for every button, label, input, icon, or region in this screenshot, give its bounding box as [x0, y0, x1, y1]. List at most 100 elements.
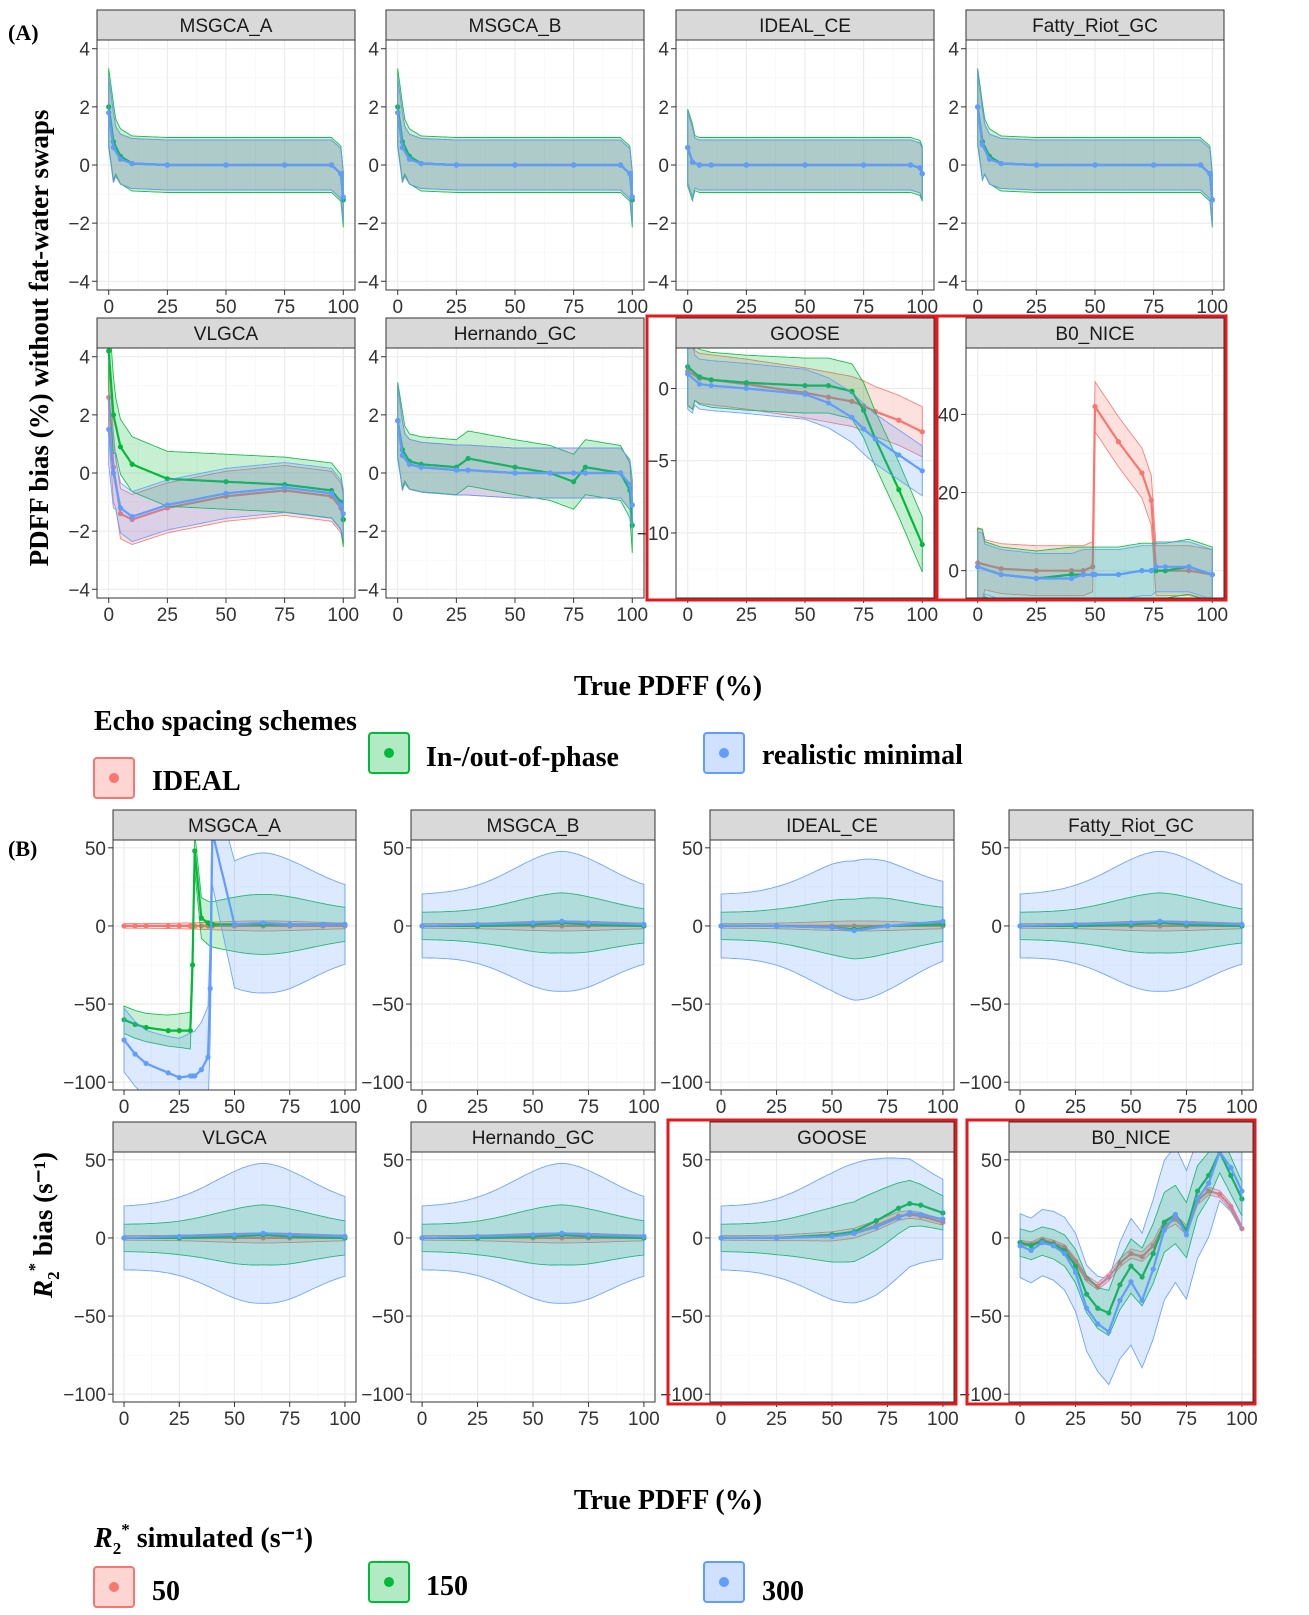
- x-tick-label-b-msgca-b: 25: [467, 1097, 488, 1118]
- x-tick-label-a-ideal-ce: 75: [853, 297, 874, 318]
- point-a-fatty-riot-gc-realistic-minimal: [1033, 162, 1039, 168]
- point-b-msgca-a-50: [176, 923, 182, 929]
- point-a-fatty-riot-gc-realistic-minimal: [1151, 162, 1157, 168]
- point-b-b0-nice-300: [1028, 1247, 1034, 1254]
- r2-superscript: *: [25, 1263, 44, 1272]
- grid-a-vlgca: [97, 348, 355, 598]
- x-tick-label-a-fatty-riot-gc: 25: [1026, 297, 1047, 318]
- point-a-msgca-a-realistic-minimal: [338, 171, 344, 177]
- legend-a-item-realistic: realistic minimal: [703, 732, 963, 774]
- point-b-msgca-a-50: [121, 923, 127, 929]
- strip-b-msgca-b: [410, 809, 656, 841]
- point-b-fatty-riot-gc-300: [1183, 920, 1190, 926]
- point-a-msgca-b-realistic-minimal: [395, 110, 401, 116]
- r2-bias-rest: bias (s⁻¹): [28, 1152, 58, 1263]
- x-tick-label-b-vlgca: 50: [224, 1409, 245, 1430]
- point-b-goose-300: [718, 1235, 724, 1241]
- point-a-msgca-b-realistic-minimal: [406, 156, 413, 162]
- y-tick-label-b-hernando-gc: −100: [361, 1385, 404, 1406]
- x-tick-label-b-vlgca: 75: [279, 1409, 300, 1430]
- y-tick-label-b-msgca-a: −50: [74, 995, 106, 1016]
- y-tick-label-b-b0-nice: 0: [991, 1229, 1002, 1250]
- x-tick-label-b-b0-nice: 100: [1226, 1409, 1258, 1430]
- strip-a-ideal-ce: [675, 9, 935, 41]
- x-tick-label-a-msgca-a: 25: [157, 297, 178, 318]
- facet-a-ideal-ce: IDEAL_CE 0 25 50 75 100 −4 −2 0 2 4: [647, 9, 938, 318]
- point-b-msgca-a-300: [260, 920, 266, 926]
- x-tick-label-a-fatty-riot-gc: 75: [1143, 297, 1164, 318]
- x-tick-label-b-ideal-ce: 100: [927, 1097, 959, 1118]
- point-b-msgca-a-300: [205, 1054, 211, 1060]
- point-a-b0-nice-ideal: [998, 566, 1004, 572]
- point-a-ideal-ce-realistic-minimal: [689, 159, 696, 165]
- point-b-b0-nice-150: [1106, 1310, 1112, 1316]
- point-a-msgca-a-realistic-minimal: [328, 162, 335, 168]
- grid-b-vlgca: [113, 1152, 356, 1402]
- x-tick-label-b-msgca-a: 100: [329, 1097, 361, 1118]
- point-a-vlgca-realistic-minimal: [164, 502, 170, 508]
- panel-a-x-axis-label: True PDFF (%): [574, 671, 762, 702]
- y-tick-label-a-b0-nice: 40: [938, 405, 959, 426]
- x-tick-label-a-hernando-gc: 25: [446, 605, 467, 626]
- ribbon-a-goose-realistic-minimal: [687, 348, 923, 497]
- y-tick-label-b-msgca-b: 0: [393, 917, 404, 938]
- point-a-ideal-ce-realistic-minimal: [802, 162, 808, 168]
- point-b-fatty-riot-gc-300: [1128, 920, 1134, 926]
- strip-b-vlgca: [112, 1121, 357, 1153]
- ribbon-b-goose-300: [720, 1157, 944, 1304]
- x-tick-label-b-msgca-a: 75: [279, 1097, 300, 1118]
- series-group-b-vlgca: [121, 1162, 348, 1304]
- y-tick-label-a-ideal-ce: −2: [647, 214, 669, 235]
- point-a-b0-nice-realistic-minimal: [1186, 564, 1192, 570]
- point-a-hernando-gc-realistic-minimal: [629, 502, 635, 508]
- point-a-goose-in-out-of-phase: [708, 377, 714, 383]
- point-a-b0-nice-in-out-of-phase: [1068, 571, 1075, 578]
- x-tick-label-b-ideal-ce: 50: [821, 1097, 842, 1118]
- point-b-msgca-a-300: [207, 985, 213, 992]
- x-tick-label-b-vlgca: 25: [169, 1409, 190, 1430]
- x-tick-label-a-goose: 25: [736, 605, 757, 626]
- point-a-b0-nice-realistic-minimal: [1153, 564, 1159, 570]
- point-b-b0-nice-150: [1228, 1172, 1234, 1179]
- y-tick-label-a-goose: 0: [658, 379, 669, 400]
- point-a-msgca-b-realistic-minimal: [453, 162, 459, 168]
- x-tick-label-a-fatty-riot-gc: 100: [1196, 297, 1228, 318]
- y-tick-label-b-msgca-a: −100: [63, 1073, 106, 1094]
- point-b-b0-nice-300: [1139, 1297, 1145, 1304]
- facet-b-fatty-riot-gc: Fatty_Riot_GC 0 25 50 75 100 −100 −50 0 50: [959, 809, 1258, 1118]
- x-tick-label-b-msgca-b: 50: [522, 1097, 543, 1118]
- point-a-msgca-b-realistic-minimal: [629, 194, 635, 200]
- point-b-b0-nice-300: [1050, 1243, 1056, 1249]
- series-group-b-b0-nice: [1017, 1152, 1245, 1386]
- point-a-goose-realistic-minimal: [825, 400, 832, 406]
- point-a-hernando-gc-in-out-of-phase: [465, 455, 471, 462]
- point-b-msgca-a-300: [342, 921, 348, 927]
- point-b-msgca-a-150: [176, 1028, 182, 1034]
- y-tick-label-b-vlgca: −50: [74, 1307, 106, 1328]
- point-a-goose-ideal: [849, 398, 855, 405]
- series-group-a-hernando-gc: [395, 382, 635, 553]
- point-a-b0-nice-ideal: [1139, 470, 1145, 476]
- point-a-goose-in-out-of-phase: [825, 382, 832, 389]
- point-a-goose-in-out-of-phase: [896, 487, 902, 493]
- point-b-ideal-ce-300: [940, 918, 946, 924]
- y-tick-label-a-fatty-riot-gc: −2: [937, 214, 959, 235]
- legend-a-title: Echo spacing schemes: [94, 706, 357, 737]
- point-b-msgca-a-300: [198, 1067, 204, 1073]
- point-b-msgca-b-300: [474, 921, 481, 927]
- ribbon-a-vlgca-in-out-of-phase: [108, 348, 344, 548]
- x-tick-label-b-fatty-riot-gc: 0: [1015, 1097, 1026, 1118]
- strip-b-hernando-gc: [410, 1121, 656, 1153]
- point-b-msgca-a-50: [165, 923, 171, 929]
- point-a-msgca-a-realistic-minimal: [282, 162, 288, 168]
- point-b-goose-300: [895, 1215, 902, 1221]
- point-a-goose-in-out-of-phase: [696, 374, 703, 380]
- x-tick-label-a-vlgca: 75: [274, 605, 295, 626]
- point-b-msgca-a-50: [143, 923, 149, 929]
- point-b-vlgca-300: [260, 1230, 266, 1236]
- point-b-hernando-gc-300: [641, 1233, 647, 1239]
- x-tick-label-a-msgca-b: 50: [504, 297, 525, 318]
- point-b-b0-nice-300: [1172, 1211, 1178, 1218]
- point-a-ideal-ce-realistic-minimal: [685, 144, 691, 151]
- series-group-b-ideal-ce: [718, 858, 946, 1001]
